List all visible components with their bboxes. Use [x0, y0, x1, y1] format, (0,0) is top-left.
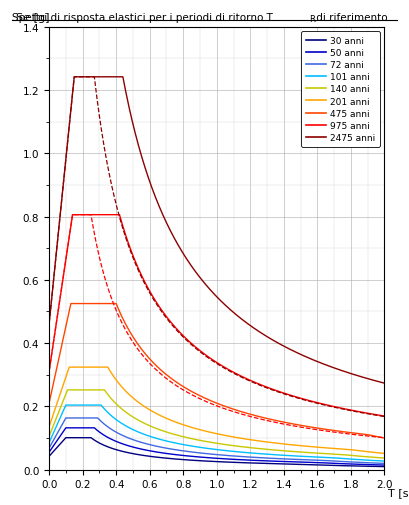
- Line: 72 anni: 72 anni: [49, 418, 384, 464]
- 50 anni: [372, 462, 377, 468]
- 101 anni: [382, 458, 387, 464]
- 50 anni: [382, 462, 387, 468]
- 50 anni: [64, 425, 69, 431]
- 30 anni: [47, 453, 52, 459]
- Line: 140 anni: 140 anni: [49, 390, 384, 458]
- 140 anni: [210, 440, 215, 446]
- Line: 30 anni: 30 anni: [49, 438, 384, 467]
- 72 anni: [373, 460, 378, 466]
- 975 anni: [70, 212, 75, 218]
- 101 anni: [372, 458, 377, 464]
- 2475 anni: [201, 279, 206, 285]
- 101 anni: [311, 454, 316, 460]
- 201 anni: [201, 428, 206, 434]
- Line: 475 anni: 475 anni: [49, 304, 384, 438]
- 2475 anni: [64, 152, 69, 158]
- 30 anni: [210, 459, 215, 465]
- Text: di riferimento: di riferimento: [313, 13, 387, 23]
- 975 anni: [210, 357, 215, 363]
- 101 anni: [63, 402, 68, 408]
- 140 anni: [311, 450, 316, 456]
- 475 anni: [68, 301, 73, 307]
- 72 anni: [311, 457, 316, 463]
- 50 anni: [201, 454, 206, 461]
- 140 anni: [373, 454, 378, 461]
- 201 anni: [47, 424, 52, 430]
- 975 anni: [201, 350, 206, 357]
- 975 anni: [64, 254, 69, 260]
- 475 anni: [47, 399, 52, 406]
- 201 anni: [67, 365, 72, 371]
- 2475 anni: [372, 378, 377, 384]
- Text: Spettri di risposta elastici per i periodi di ritorno T: Spettri di risposta elastici per i perio…: [12, 13, 273, 23]
- 50 anni: [373, 462, 378, 468]
- 30 anni: [373, 464, 378, 470]
- 101 anni: [373, 458, 378, 464]
- 475 anni: [210, 398, 215, 405]
- 101 anni: [47, 439, 52, 445]
- 72 anni: [47, 445, 52, 451]
- 2475 anni: [210, 289, 215, 295]
- 101 anni: [201, 445, 206, 451]
- 30 anni: [372, 464, 377, 470]
- 2475 anni: [47, 320, 52, 326]
- 50 anni: [47, 449, 52, 455]
- Line: 201 anni: 201 anni: [49, 368, 384, 453]
- 72 anni: [63, 415, 68, 421]
- 975 anni: [373, 412, 378, 418]
- Legend: 30 anni, 50 anni, 72 anni, 101 anni, 140 anni, 201 anni, 475 anni, 975 anni, 247: 30 anni, 50 anni, 72 anni, 101 anni, 140…: [301, 32, 380, 147]
- 50 anni: [210, 455, 215, 461]
- 975 anni: [372, 412, 377, 418]
- Line: 2475 anni: 2475 anni: [49, 78, 384, 383]
- 201 anni: [373, 449, 378, 456]
- Line: 975 anni: 975 anni: [49, 215, 384, 416]
- 475 anni: [382, 435, 387, 441]
- 475 anni: [311, 425, 316, 431]
- 2475 anni: [382, 380, 387, 386]
- Text: Se [g]: Se [g]: [16, 13, 49, 23]
- 72 anni: [210, 451, 215, 458]
- 475 anni: [373, 433, 378, 439]
- 50 anni: [311, 460, 316, 466]
- 975 anni: [311, 399, 316, 405]
- 50 anni: [63, 425, 68, 431]
- 30 anni: [64, 435, 69, 441]
- 201 anni: [64, 373, 69, 379]
- 201 anni: [372, 449, 377, 456]
- Line: 50 anni: 50 anni: [49, 428, 384, 465]
- 140 anni: [382, 455, 387, 461]
- 475 anni: [372, 433, 377, 439]
- 30 anni: [382, 464, 387, 470]
- 475 anni: [64, 322, 69, 328]
- 30 anni: [201, 458, 206, 464]
- 975 anni: [382, 413, 387, 419]
- 475 anni: [201, 394, 206, 400]
- 140 anni: [372, 454, 377, 461]
- 101 anni: [64, 402, 69, 408]
- 72 anni: [201, 450, 206, 457]
- 201 anni: [311, 444, 316, 450]
- 101 anni: [210, 446, 215, 452]
- 140 anni: [64, 390, 69, 396]
- 2475 anni: [373, 378, 378, 384]
- 201 anni: [210, 430, 215, 436]
- 72 anni: [382, 461, 387, 467]
- Text: T [s]: T [s]: [388, 487, 409, 497]
- 30 anni: [311, 462, 316, 468]
- Text: R: R: [309, 15, 315, 24]
- 30 anni: [63, 435, 68, 441]
- 72 anni: [372, 460, 377, 466]
- 975 anni: [47, 368, 52, 374]
- 2475 anni: [311, 357, 316, 363]
- 140 anni: [47, 433, 52, 439]
- 140 anni: [201, 438, 206, 444]
- 72 anni: [64, 415, 69, 421]
- 201 anni: [382, 450, 387, 457]
- Line: 101 anni: 101 anni: [49, 405, 384, 461]
- 140 anni: [65, 387, 70, 393]
- 2475 anni: [72, 75, 76, 81]
